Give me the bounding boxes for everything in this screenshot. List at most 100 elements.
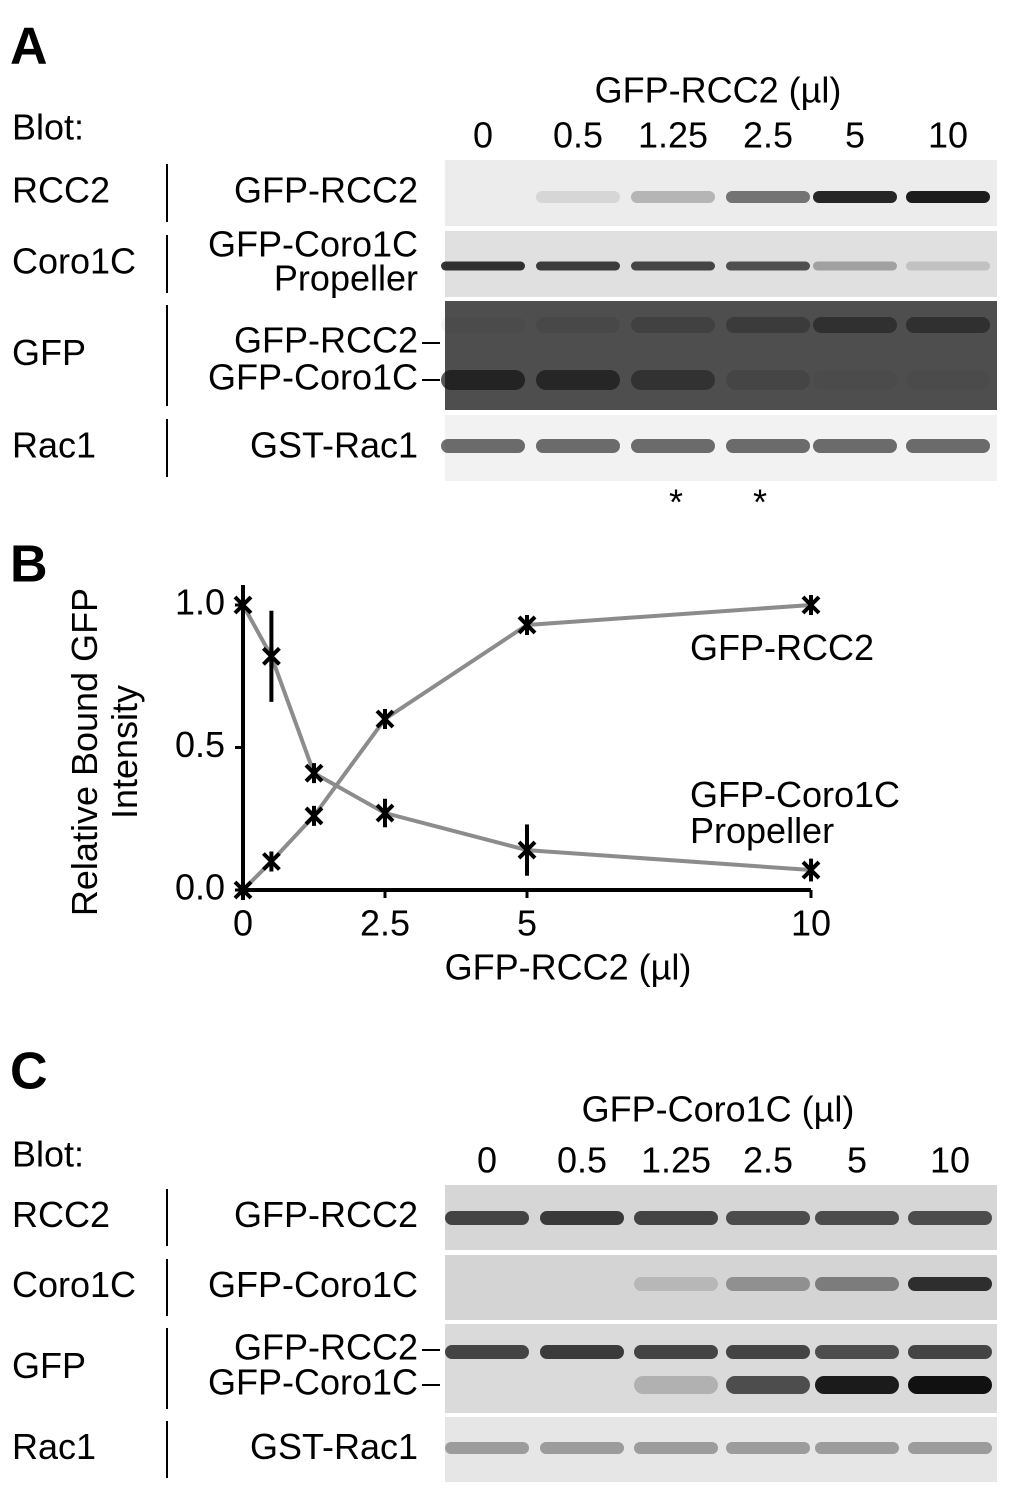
band <box>813 370 897 390</box>
protein-label: GFP-Coro1C <box>208 1362 418 1403</box>
lane-label: 5 <box>845 115 865 156</box>
data-point <box>261 851 281 872</box>
band <box>536 191 620 203</box>
data-point <box>233 880 253 900</box>
lane-label: 0.5 <box>557 1140 607 1181</box>
band <box>908 1211 992 1225</box>
band <box>813 439 897 453</box>
protein-label: GST-Rac1 <box>250 1426 418 1467</box>
band <box>726 261 810 271</box>
blot-name: GFP <box>12 1345 86 1386</box>
y-tick-label: 0.5 <box>175 724 225 765</box>
series-label: GFP-RCC2 <box>690 627 875 668</box>
band <box>906 370 990 390</box>
blot-strip <box>445 1324 997 1413</box>
band <box>631 370 715 390</box>
x-tick-label: 0 <box>233 903 253 944</box>
blot-name: Rac1 <box>12 1426 96 1467</box>
band <box>631 191 715 203</box>
lane-label: 0 <box>473 115 493 156</box>
series-line <box>241 604 812 873</box>
band <box>726 1442 810 1454</box>
panel-letter: C <box>10 1043 48 1101</box>
band <box>631 261 715 271</box>
blot-name: RCC2 <box>12 170 110 211</box>
band <box>906 317 990 333</box>
band <box>445 1211 529 1225</box>
data-point <box>517 614 537 635</box>
band <box>726 439 810 453</box>
data-point <box>375 803 395 824</box>
lane-header: GFP-Coro1C (µl) <box>582 1089 855 1130</box>
band <box>536 261 620 271</box>
band <box>536 439 620 453</box>
asterisk: * <box>669 482 683 523</box>
band <box>906 439 990 453</box>
blot-name: Coro1C <box>12 241 136 282</box>
blot-label: Blot: <box>12 107 84 148</box>
band <box>634 1442 718 1454</box>
band <box>726 1376 810 1394</box>
band <box>445 1442 529 1454</box>
blot-strip <box>445 1255 997 1320</box>
band <box>813 261 897 271</box>
blot-name: GFP <box>12 332 86 373</box>
data-point <box>517 840 537 861</box>
x-tick-label: 10 <box>791 903 831 944</box>
protein-label: GFP-RCC2 <box>234 1194 418 1235</box>
lane-label: 10 <box>928 115 968 156</box>
x-tick-label: 5 <box>517 903 537 944</box>
blot-strip <box>445 1185 997 1250</box>
band <box>815 1277 899 1291</box>
band <box>726 1345 810 1359</box>
band <box>906 261 990 271</box>
band <box>726 370 810 390</box>
protein-label: GFP-Coro1C <box>208 224 418 265</box>
blot-name: Rac1 <box>12 425 96 466</box>
band <box>634 1376 718 1394</box>
blot-name: Coro1C <box>12 1264 136 1305</box>
band <box>726 317 810 333</box>
protein-label: GFP-Coro1C <box>208 1264 418 1305</box>
band <box>631 439 715 453</box>
data-point <box>801 860 821 881</box>
band <box>634 1277 718 1291</box>
band <box>908 1376 992 1394</box>
lane-label: 2.5 <box>743 115 793 156</box>
protein-label: GFP-RCC2 <box>234 170 418 211</box>
band <box>815 1376 899 1394</box>
band <box>726 1211 810 1225</box>
lane-label: 2.5 <box>743 1140 793 1181</box>
protein-label: Propeller <box>274 258 418 299</box>
protein-label: GFP-RCC2 <box>234 320 418 361</box>
lane-label: 1.25 <box>638 115 708 156</box>
band <box>906 191 990 203</box>
band <box>441 261 525 271</box>
panel-letter: B <box>10 536 48 594</box>
series-label: GFP-Coro1C Propeller <box>690 774 901 851</box>
data-point <box>233 595 253 615</box>
band <box>536 317 620 333</box>
lane-label: 1.25 <box>641 1140 711 1181</box>
data-point <box>261 646 281 667</box>
band <box>815 1442 899 1454</box>
band <box>813 191 897 203</box>
lane-label: 10 <box>930 1140 970 1181</box>
y-tick-label: 1.0 <box>175 582 225 623</box>
band <box>813 317 897 333</box>
data-point <box>304 805 324 826</box>
band <box>536 370 620 390</box>
protein-label: GFP-Coro1C <box>208 357 418 398</box>
lane-label: 0 <box>477 1140 497 1181</box>
x-tick-label: 2.5 <box>360 903 410 944</box>
band <box>908 1345 992 1359</box>
blot-name: RCC2 <box>12 1194 110 1235</box>
band <box>441 439 525 453</box>
protein-label: GST-Rac1 <box>250 425 418 466</box>
band <box>634 1345 718 1359</box>
data-point <box>801 595 821 615</box>
data-point <box>304 763 324 784</box>
band <box>908 1277 992 1291</box>
